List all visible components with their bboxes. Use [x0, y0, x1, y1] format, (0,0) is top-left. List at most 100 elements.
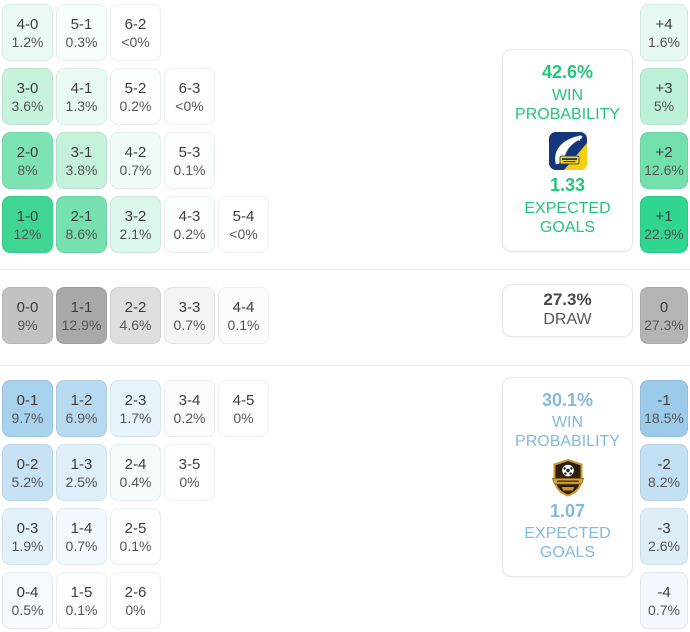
away-win-card: 30.1% WIN PROBABILITY 1.07 EXPECTED GOAL… [502, 377, 633, 577]
scoreline-cell: 1-2 6.9% [56, 380, 107, 437]
scoreline-cell: 1-0 12% [2, 196, 53, 253]
scoreline-value: 4-0 [16, 15, 39, 33]
scoreline-cell: 4-3 0.2% [164, 196, 215, 253]
section-divider [0, 269, 690, 270]
home-win-card: 42.6% WIN PROBABILITY 1.33 EXPECTED GOAL… [502, 49, 633, 252]
away-win-probability-label: WIN PROBABILITY [515, 414, 620, 450]
scoreline-cell: 3-0 3.6% [2, 68, 53, 125]
scoreline-value: 4-2 [124, 143, 147, 161]
scoreline-cell: 2-3 1.7% [110, 380, 161, 437]
home-expected-goals-value: 1.33 [549, 175, 586, 196]
scoreline-probability: 22.9% [644, 225, 684, 242]
gold-shield-club-crest-icon [551, 458, 584, 497]
scoreline-value: -2 [657, 455, 671, 473]
scoreline-value: 3-0 [16, 79, 39, 97]
scoreline-probability: 2.1% [119, 225, 152, 242]
draw-goal-diff-column: 0 27.3% [640, 287, 688, 344]
draw-score-row: 0-0 9% 1-1 12.9% 2-2 4.6% 3-3 0.7% 4-4 0… [2, 287, 269, 344]
scoreline-value: 2-5 [124, 519, 147, 537]
scoreline-row: 0-4 0.5% 1-5 0.1% 2-6 0% [2, 572, 269, 629]
scoreline-value: 5-1 [70, 15, 93, 33]
scoreline-probability: 2.6% [648, 537, 680, 554]
scoreline-value: -3 [657, 519, 671, 537]
away-win-probability-value: 30.1% [541, 390, 594, 410]
scoreline-cell: 1-4 0.7% [56, 508, 107, 565]
scoreline-cell: 0-0 9% [2, 287, 53, 344]
scoreline-cell: 2-2 4.6% [110, 287, 161, 344]
scoreline-row: 4-0 1.2% 5-1 0.3% 6-2 <0% [2, 4, 269, 61]
scoreline-cell: 6-3 <0% [164, 68, 215, 125]
scoreline-value: 5-2 [124, 79, 147, 97]
scoreline-probability: 3.8% [65, 161, 98, 178]
scoreline-value: 4-1 [70, 79, 93, 97]
scoreline-cell: 2-0 8% [2, 132, 53, 189]
scoreline-value: 1-5 [70, 583, 93, 601]
scoreline-probability: <0% [121, 33, 150, 50]
scoreline-probability: 0% [233, 409, 254, 426]
goal-diff-cell: 0 27.3% [640, 287, 688, 344]
scoreline-cell: 5-4 <0% [218, 196, 269, 253]
away-score-grid: 0-1 9.7% 1-2 6.9% 2-3 1.7% 3-4 0.2% 4-5 … [2, 380, 269, 629]
scoreline-value: 6-3 [178, 79, 201, 97]
goal-diff-cell: -2 8.2% [640, 444, 688, 501]
scoreline-cell: 4-0 1.2% [2, 4, 53, 61]
scoreline-value: 2-1 [70, 207, 93, 225]
delfin-club-crest-icon [548, 131, 587, 170]
scoreline-cell: 4-1 1.3% [56, 68, 107, 125]
scoreline-probability: 0.7% [173, 316, 206, 333]
scoreline-cell: 1-5 0.1% [56, 572, 107, 629]
goal-diff-cell: -1 18.5% [640, 380, 688, 437]
home-expected-goals-label: EXPECTED GOALS [524, 200, 611, 237]
scoreline-value: 0-4 [16, 583, 39, 601]
scoreline-probability: 0.2% [173, 409, 206, 426]
scoreline-value: 1-2 [70, 391, 93, 409]
scoreline-probability: 2.5% [65, 473, 98, 490]
scoreline-cell: 3-1 3.8% [56, 132, 107, 189]
scoreline-value: 2-0 [16, 143, 39, 161]
scoreline-value: 0 [659, 298, 669, 316]
scoreline-value: +2 [655, 143, 673, 161]
scoreline-probability: 0.7% [119, 161, 152, 178]
scoreline-probability: 9% [17, 316, 38, 333]
scoreline-probability: 12% [13, 225, 42, 242]
scoreline-probability: <0% [229, 225, 258, 242]
scoreline-value: 1-0 [16, 207, 39, 225]
scoreline-probability: 3.6% [11, 97, 44, 114]
scoreline-value: 3-1 [70, 143, 93, 161]
scoreline-probability: 0.4% [119, 473, 152, 490]
scoreline-probability: 0.1% [227, 316, 260, 333]
goal-diff-cell: +1 22.9% [640, 196, 688, 253]
scoreline-cell: 2-5 0.1% [110, 508, 161, 565]
scoreline-value: 1-4 [70, 519, 93, 537]
scoreline-probability: 4.6% [119, 316, 152, 333]
scoreline-probability: 0.7% [65, 537, 98, 554]
scoreline-probability: 6.9% [65, 409, 98, 426]
scoreline-value: 2-3 [124, 391, 147, 409]
scoreline-probability: 1.2% [11, 33, 44, 50]
scoreline-value: +3 [655, 79, 673, 97]
scoreline-value: 3-4 [178, 391, 201, 409]
scoreline-value: -1 [657, 391, 671, 409]
scoreline-value: 2-6 [124, 583, 147, 601]
home-win-probability-value: 42.6% [541, 62, 594, 82]
scoreline-probability: 5% [653, 97, 675, 114]
away-goal-diff-column: -1 18.5% -2 8.2% -3 2.6% -4 0.7% [640, 380, 688, 629]
scoreline-probability: 0.1% [119, 537, 152, 554]
scoreline-value: 2-2 [124, 298, 147, 316]
scoreline-cell: 0-2 5.2% [2, 444, 53, 501]
scoreline-probability: 0% [125, 601, 146, 618]
section-divider [0, 365, 690, 366]
scoreline-value: 2-4 [124, 455, 147, 473]
scoreline-cell: 5-2 0.2% [110, 68, 161, 125]
scoreline-cell: 6-2 <0% [110, 4, 161, 61]
home-goal-diff-column: +4 1.6% +3 5% +2 12.6% +1 22.9% [640, 4, 688, 253]
scoreline-cell: 0-3 1.9% [2, 508, 53, 565]
scoreline-probability: 8% [17, 161, 38, 178]
home-score-grid: 4-0 1.2% 5-1 0.3% 6-2 <0% 3-0 3.6% 4-1 1… [2, 4, 269, 253]
scoreline-value: 6-2 [124, 15, 147, 33]
scoreline-cell: 0-1 9.7% [2, 380, 53, 437]
scoreline-value: 3-3 [178, 298, 201, 316]
scoreline-value: 4-3 [178, 207, 201, 225]
scoreline-probability: 5.2% [11, 473, 44, 490]
scoreline-value: 0-0 [16, 298, 39, 316]
